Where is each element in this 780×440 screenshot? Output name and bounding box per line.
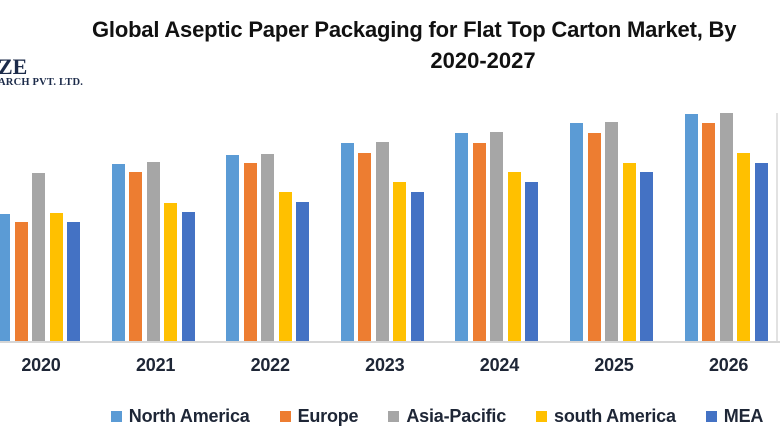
bar-south-america-2021 xyxy=(164,203,178,341)
bar-asia-pacific-2022 xyxy=(261,154,275,341)
bar-europe-2026 xyxy=(702,123,716,341)
bar-europe-2020 xyxy=(14,222,28,341)
legend-label: south America xyxy=(554,405,676,426)
x-axis-label-2023: 2023 xyxy=(365,355,405,375)
bar-europe-2021 xyxy=(129,172,143,341)
legend-label: Asia-Pacific xyxy=(406,405,507,426)
bar-south-america-2025 xyxy=(622,163,636,341)
bar-north-america-2024 xyxy=(455,133,469,341)
bar-asia-pacific-2020 xyxy=(32,173,45,341)
bar-asia-pacific-2024 xyxy=(490,132,504,341)
bar-asia-pacific-2023 xyxy=(375,142,389,341)
bar-mea-2024 xyxy=(525,182,539,341)
x-axis-label-2026: 2026 xyxy=(708,355,749,375)
x-axis-label-2024: 2024 xyxy=(479,355,520,375)
x-axis-label-2020: 2020 xyxy=(21,355,61,375)
chart-title-line2: 2020-2027 xyxy=(430,48,536,73)
bar-mea-2025 xyxy=(640,172,653,341)
legend-item-europe: Europe xyxy=(279,405,359,427)
bar-europe-2022 xyxy=(243,163,257,341)
x-axis-label-2025: 2025 xyxy=(594,355,634,375)
bar-asia-pacific-2021 xyxy=(146,162,160,341)
x-axis-label-2021: 2021 xyxy=(135,355,176,375)
chart-title-line1: Global Aseptic Paper Packaging for Flat … xyxy=(92,17,737,42)
bar-south-america-2023 xyxy=(393,182,407,341)
legend-swatch-icon xyxy=(388,410,400,422)
bar-south-america-2024 xyxy=(507,172,521,341)
legend-swatch-icon xyxy=(110,410,122,422)
plot-right-border xyxy=(776,113,778,341)
bar-mea-2022 xyxy=(296,202,310,341)
bar-south-america-2020 xyxy=(49,213,63,341)
bar-mea-2020 xyxy=(67,222,80,341)
bar-north-america-2021 xyxy=(111,164,125,341)
legend-label: MEA xyxy=(723,405,764,426)
bar-north-america-2022 xyxy=(226,155,240,341)
bar-europe-2025 xyxy=(587,133,601,341)
logo-subtext-fragment: ARCH PVT. LTD. xyxy=(0,77,84,88)
bar-north-america-2026 xyxy=(684,114,698,341)
legend-label: Europe xyxy=(297,405,359,426)
legend-item-south-america: south America xyxy=(536,406,676,427)
legend-item-asia-pacific: Asia-Pacific xyxy=(388,406,506,427)
bar-mea-2021 xyxy=(181,212,195,341)
bar-north-america-2023 xyxy=(340,143,354,341)
bar-asia-pacific-2025 xyxy=(605,122,618,341)
legend-swatch-icon xyxy=(705,410,717,422)
bar-asia-pacific-2026 xyxy=(719,113,733,341)
bar-north-america-2025 xyxy=(570,123,583,341)
bar-europe-2024 xyxy=(472,143,486,341)
bar-europe-2023 xyxy=(358,153,372,341)
bar-mea-2026 xyxy=(754,163,768,341)
legend-label: North America xyxy=(128,405,250,426)
legend-swatch-icon xyxy=(279,410,291,422)
bar-south-america-2022 xyxy=(278,192,292,341)
bar-mea-2023 xyxy=(410,192,424,341)
legend-item-north-america: North America xyxy=(110,405,250,427)
logo-text-fragment: ZE xyxy=(0,54,28,79)
x-axis-line xyxy=(0,341,780,343)
legend: North America Europe Asia-Pacific south Ame… xyxy=(94,403,780,429)
bar-south-america-2026 xyxy=(737,153,751,341)
legend-swatch-icon xyxy=(536,410,548,422)
x-axis-label-2022: 2022 xyxy=(250,355,290,375)
bar-north-america-2020 xyxy=(0,214,10,341)
legend-item-mea: MEA xyxy=(705,405,764,427)
